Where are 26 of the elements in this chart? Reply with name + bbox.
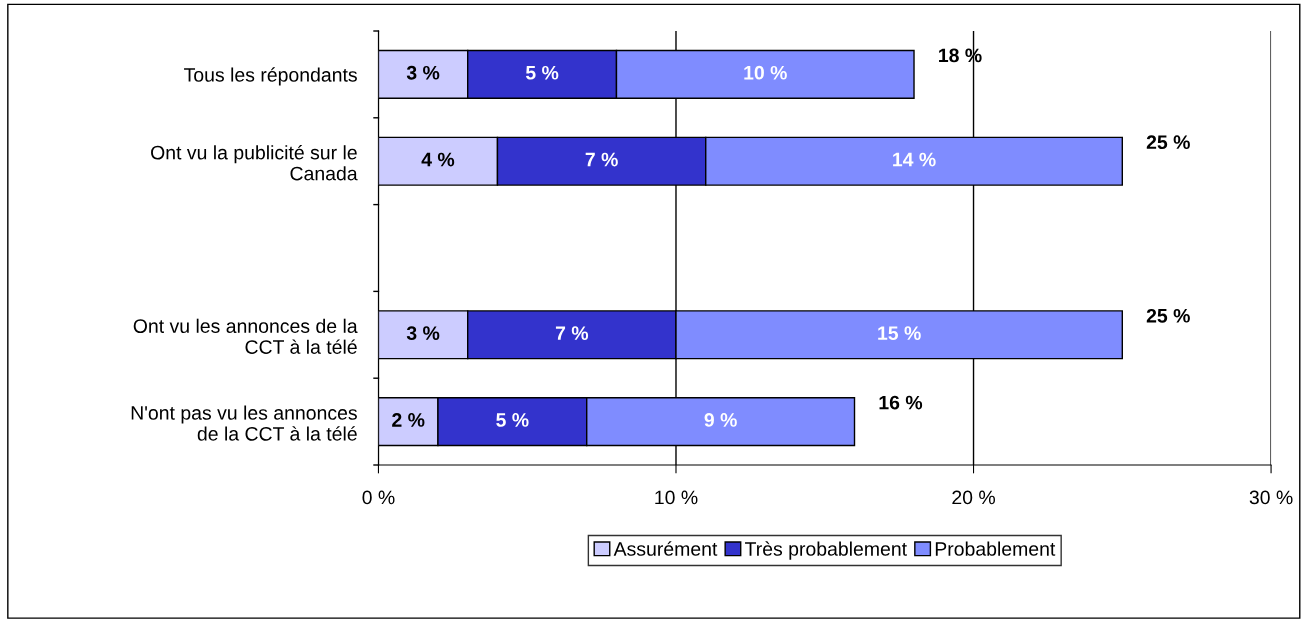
y-tick-label: Ont vu les annonces de la CCT à la télé [133, 318, 358, 354]
legend-label: Probablement [935, 541, 1056, 556]
legend-label: Assurément [613, 541, 718, 556]
data-label: 14 % [893, 152, 936, 167]
total-label: 16 % [879, 395, 923, 410]
x-tick-label: 20 % [952, 490, 995, 505]
x-tick-label: 30 % [1249, 490, 1293, 505]
legend-label: Très probablement [745, 541, 907, 560]
total-label: 25 % [1146, 135, 1190, 150]
data-label: 9 % [704, 413, 737, 427]
y-tick-label: N'ont pas vu les annonces de la CCT à la télé [131, 405, 357, 441]
data-label: 7 % [585, 152, 618, 167]
y-tick-label: Ont vu la publicité sur le Canada [151, 144, 358, 181]
y-tick-label: Tous les répondants [184, 67, 357, 86]
data-label: 5 % [525, 65, 559, 80]
data-label: 15 % [878, 326, 921, 341]
data-label: 3 % [406, 65, 440, 80]
data-label: 2 % [392, 413, 425, 427]
total-label: 25 % [1146, 308, 1190, 323]
data-label: 10 % [744, 65, 787, 80]
data-label: 7 % [555, 326, 589, 340]
x-tick-label: 0 % [362, 490, 395, 505]
data-label: 4 % [421, 152, 455, 167]
data-label: 3 % [406, 326, 440, 341]
x-tick-label: 10 % [655, 490, 698, 505]
data-label: 5 % [496, 413, 529, 427]
